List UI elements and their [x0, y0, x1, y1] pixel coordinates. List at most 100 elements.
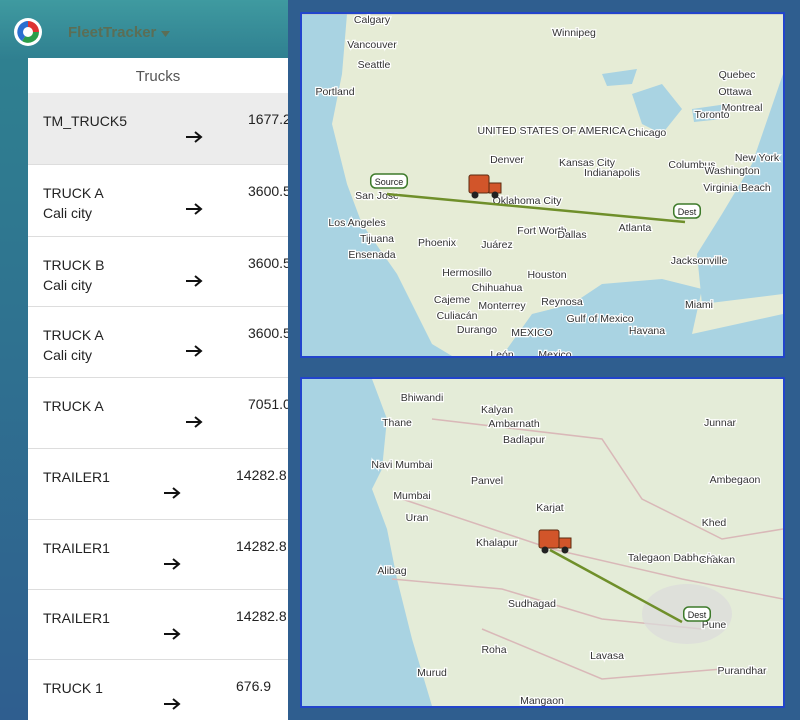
truck-name: TRUCK B [43, 257, 105, 273]
place-label: Fort Worth [517, 225, 567, 237]
truck-body [468, 174, 490, 194]
tag-label: Source [375, 177, 404, 187]
truck-row[interactable]: TM_TRUCK5 1677.2 [28, 93, 288, 165]
app-name[interactable]: FleetTracker [68, 24, 170, 41]
arrow-icon [164, 698, 181, 710]
place-label: Navi Mumbai [371, 459, 432, 471]
map-usa[interactable]: Calgary Winnipeg Vancouver Seattle Portland Q… [300, 12, 785, 358]
place-label: Cajeme [434, 294, 470, 306]
arrow-path [186, 131, 203, 143]
place-label: Vancouver [347, 39, 397, 51]
truck-location: Cali city [43, 277, 93, 293]
dropdown-caret [160, 31, 170, 37]
truck-marker [538, 529, 572, 554]
wheel [561, 546, 569, 554]
tag-label: Dest [678, 207, 697, 217]
app-name-text: FleetTracker [68, 24, 157, 41]
place-label: Kalyan [481, 404, 513, 416]
place-label: MEXICO [511, 327, 552, 339]
place-label: Badlapur [503, 434, 546, 446]
truck-name: TM_TRUCK5 [43, 113, 128, 129]
arrow-path [164, 628, 181, 640]
truck-row[interactable]: TRAILER1 14282.8 [28, 520, 288, 590]
truck-marker [468, 174, 502, 199]
place-label: Talegaon Dabhade [628, 552, 716, 564]
truck-body [538, 529, 560, 549]
wheel [541, 546, 549, 554]
place-label: Uran [406, 512, 429, 524]
truck-name: TRUCK A [43, 398, 104, 414]
arrow-icon [164, 628, 181, 640]
place-label: Sudhagad [508, 598, 556, 610]
tag-label: Dest [688, 610, 707, 620]
place-label: Purandhar [717, 665, 767, 677]
place-label: Alibag [377, 565, 406, 577]
truck-name: TRUCK A [43, 185, 104, 201]
wheel [491, 191, 499, 199]
arrow-path [186, 203, 203, 215]
truck-amount: 3600.5 [248, 183, 288, 199]
truck-amount: 3600.5 [248, 325, 288, 341]
place-label: Portland [315, 86, 354, 98]
place-label: Tijuana [360, 233, 394, 245]
truck-location: Cali city [43, 347, 93, 363]
truck-row[interactable]: TRAILER1 14282.8 [28, 449, 288, 520]
app-header: FleetTracker [0, 0, 288, 60]
place-label: Mexico [538, 349, 571, 356]
arrow-icon [186, 131, 203, 143]
place-label: Khalapur [476, 537, 519, 549]
place-label: Phoenix [418, 237, 457, 249]
arrow-icon [186, 275, 203, 287]
map-canvas: Calgary Winnipeg Vancouver Seattle Portland Q… [302, 14, 783, 356]
place-label: Ambegaon [710, 474, 761, 486]
route-line [386, 192, 686, 224]
truck-row[interactable]: TRUCK A Cali city 3600.5 [28, 307, 288, 378]
truck-name: TRUCK 1 [43, 680, 103, 696]
place-label: Miami [685, 299, 713, 311]
place-label: San Jose [355, 190, 399, 202]
route-line [549, 548, 683, 624]
arrow-path [164, 698, 181, 710]
truck-row[interactable]: TRAILER1 14282.8 [28, 590, 288, 660]
list-title: Trucks [135, 68, 181, 85]
arrow-icon [164, 487, 181, 499]
truck-row[interactable]: TRUCK A 7051.0 [28, 378, 288, 449]
truck-amount: 676.9 [236, 678, 272, 694]
place-label: Thane [382, 417, 412, 429]
arrow-icon [186, 416, 203, 428]
place-label: Ambarnath [488, 418, 540, 430]
place-label: Atlanta [619, 222, 652, 234]
place-label: Karjat [536, 502, 564, 514]
wheel [471, 191, 479, 199]
location-tag: Dest [672, 203, 702, 219]
place-label: Virginia Beach [703, 182, 771, 194]
place-label: Panvel [471, 475, 503, 487]
map-india[interactable]: Bhiwandi Kalyan Thane Ambarnath Badlapur Navi… [300, 377, 785, 708]
truck-amount: 7051.0 [248, 396, 288, 412]
truck-row[interactable]: TRUCK B Cali city 3600.5 [28, 237, 288, 307]
place-label: Mumbai [393, 490, 430, 502]
place-label: Ottawa [718, 86, 751, 98]
place-label: Chakan [699, 554, 735, 566]
arrow-path [186, 416, 203, 428]
place-label: Chihuahua [472, 282, 523, 294]
app-logo[interactable] [14, 18, 42, 46]
place-label: Montreal [722, 102, 763, 114]
place-label: Denver [490, 154, 524, 166]
place-label: Culiacán [437, 310, 478, 322]
truck-name: TRAILER1 [43, 469, 110, 485]
truck-row[interactable]: TRUCK 1 676.9 [28, 660, 288, 720]
place-label: León [490, 349, 514, 356]
truck-row[interactable]: TRUCK A Cali city 3600.5 [28, 165, 288, 237]
truck-amount: 3600.5 [248, 255, 288, 271]
truck-location: Cali city [43, 205, 93, 221]
place-label: Mangaon [520, 695, 564, 706]
place-label: Houston [527, 269, 566, 281]
place-label: Los Angeles [328, 217, 385, 229]
place-label: Gulf of Mexico [566, 313, 633, 325]
place-label: Dallas [557, 229, 586, 241]
place-label: Quebec [719, 69, 756, 81]
place-label: Havana [629, 325, 665, 337]
place-label: Washington [704, 165, 759, 177]
place-label: Lavasa [590, 650, 624, 662]
